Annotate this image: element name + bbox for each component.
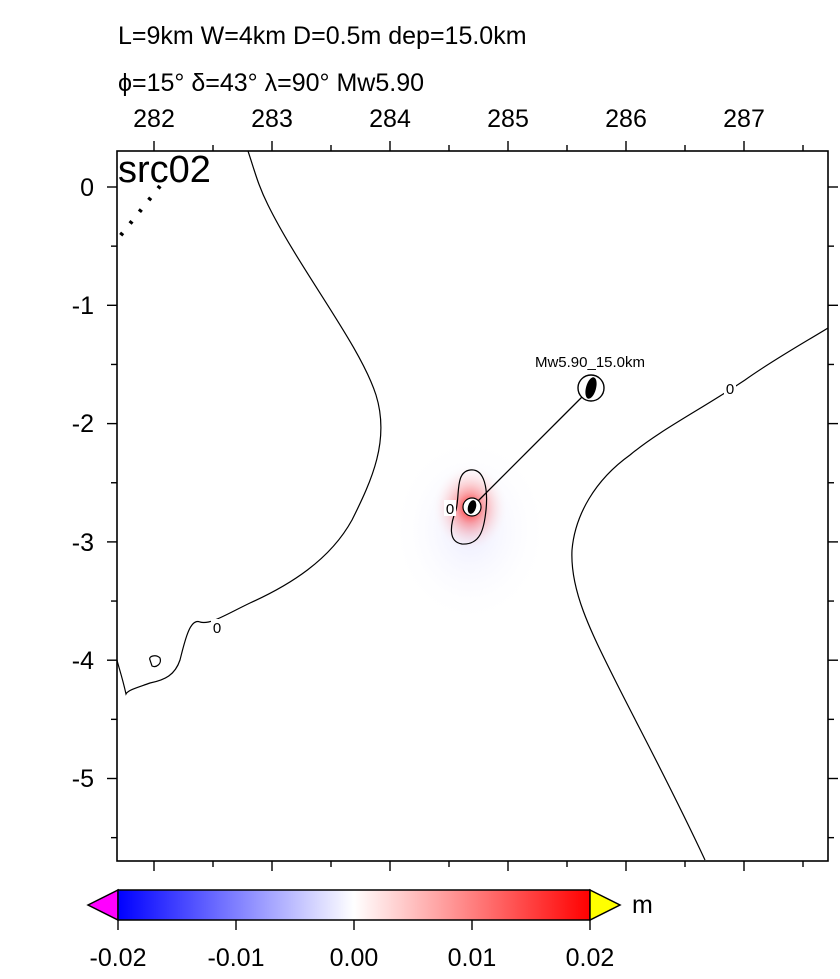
x-tick-label: 285	[487, 105, 529, 133]
x-tick-label: 282	[133, 105, 175, 133]
x-tick-label: 284	[369, 105, 411, 133]
map-frame	[116, 150, 829, 862]
contour-label-left: 0	[213, 620, 221, 637]
colorbar: m -0.02 -0.01 0.00 0.01 0.02	[86, 888, 653, 972]
event-label: Mw5.90_15.0km	[535, 354, 645, 371]
beachball-compressional-fill	[585, 377, 597, 399]
parameter-line-1: L=9km W=4km D=0.5m dep=15.0km	[118, 22, 527, 50]
y-tick-label: -1	[72, 292, 94, 320]
x-tick-label: 283	[251, 105, 293, 133]
y-tick-label: -5	[72, 765, 94, 793]
contour-label-center: 0	[446, 501, 454, 518]
zero-contour-right	[571, 327, 828, 861]
epicenter-mechanism-fill	[467, 500, 477, 514]
colorbar-tick-label: -0.02	[90, 944, 147, 972]
y-axis-labels: 0 -1 -2 -3 -4 -5	[72, 174, 94, 793]
fault-trace-dotted	[117, 184, 162, 244]
contour-label-right: 0	[726, 381, 734, 398]
y-tick-label: -2	[72, 410, 94, 438]
colorbar-high-extension	[589, 888, 622, 922]
colorbar-ticks	[117, 920, 591, 930]
colorbar-tick-label: 0.00	[330, 944, 379, 972]
y-tick-label: -3	[72, 529, 94, 557]
x-tick-label: 287	[723, 105, 765, 133]
zero-contour-left	[117, 151, 382, 696]
contour-label-bg-1	[724, 380, 736, 396]
contour-label-bg-3	[211, 619, 223, 635]
colorbar-tick-label: 0.01	[448, 944, 497, 972]
colorbar-low-extension	[86, 888, 119, 922]
colorbar-unit: m	[632, 891, 653, 919]
y-tick-label: -4	[72, 647, 94, 675]
x-tick-label: 286	[605, 105, 647, 133]
zero-contour-small-loop	[149, 655, 161, 668]
axis-ticks	[107, 141, 838, 871]
panel-label: src02	[118, 149, 211, 191]
colorbar-tick-label: -0.01	[208, 944, 265, 972]
colorbar-gradient	[117, 889, 591, 921]
y-tick-label: 0	[80, 174, 94, 202]
epicenter-connector-line	[471, 387, 592, 508]
contour-label-bg-2	[444, 500, 456, 516]
colorbar-tick-label: 0.02	[566, 944, 615, 972]
map-area: 0 0 0 Mw5.90_15.0km src02	[117, 149, 828, 861]
parameter-line-2: ϕ=15° δ=43° λ=90° Mw5.90	[118, 69, 424, 97]
x-axis-labels: 282 283 284 285 286 287	[133, 105, 765, 133]
